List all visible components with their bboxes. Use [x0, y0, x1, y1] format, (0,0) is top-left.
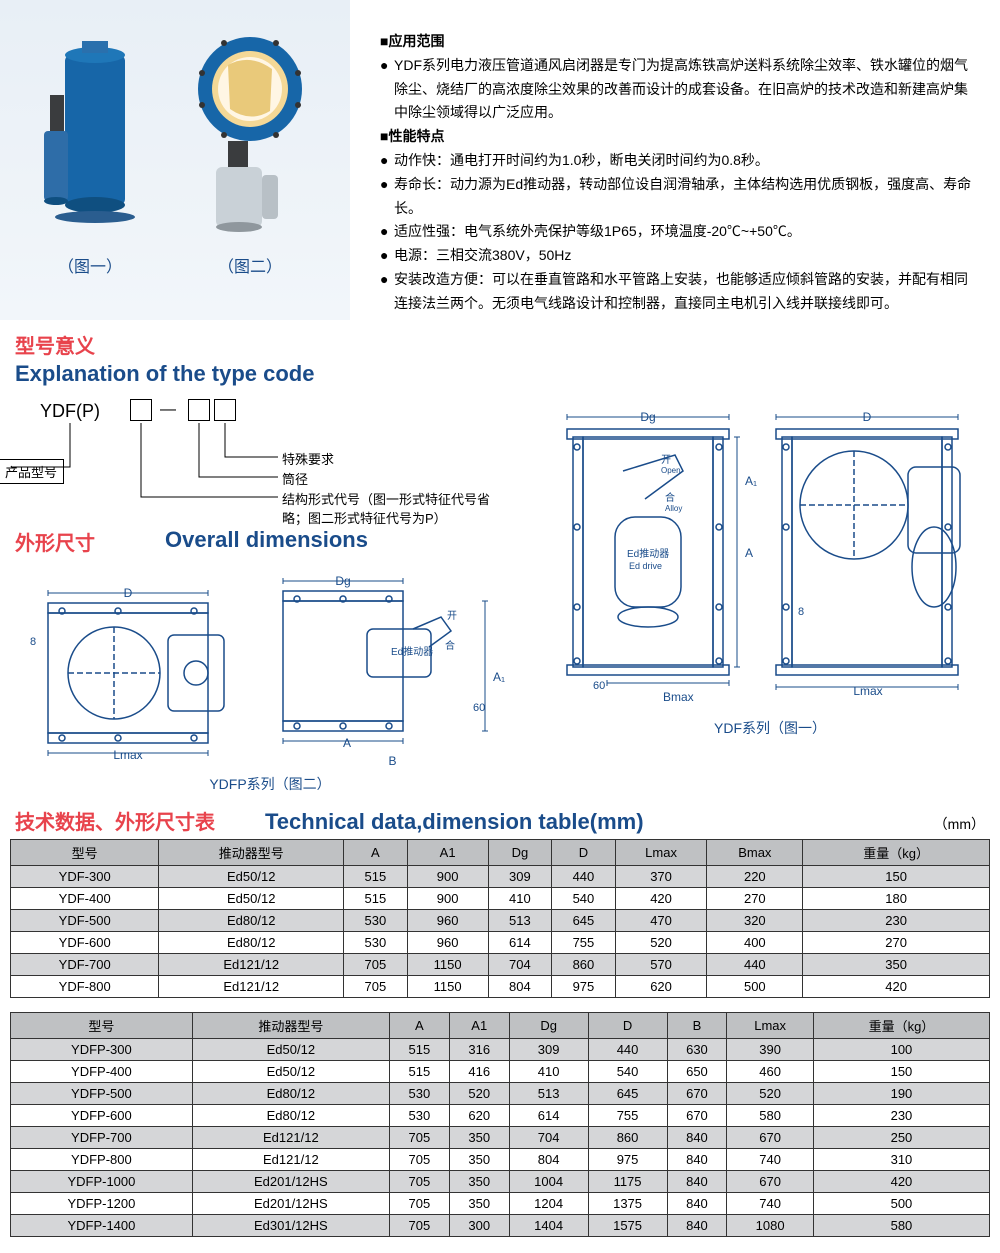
col-h_A: A	[344, 839, 408, 865]
col-h_model: 型号	[11, 1012, 193, 1038]
col-h_D: D	[552, 839, 616, 865]
product-photo-2	[180, 25, 320, 245]
table-row: YDFP-1400Ed301/12HS705300140415758401080…	[11, 1214, 990, 1236]
table-row: YDFP-1000Ed201/12HS705350100411758406704…	[11, 1170, 990, 1192]
tc-label-special: 特殊要求	[282, 449, 334, 468]
col-h_Lmax: Lmax	[727, 1012, 814, 1038]
col-h_Lmax: Lmax	[615, 839, 707, 865]
svg-text:Ed推动器: Ed推动器	[627, 547, 669, 560]
table-row: YDFP-700Ed121/12705350704860840670250	[11, 1126, 990, 1148]
col-h_Dg: Dg	[488, 839, 552, 865]
svg-text:A₁: A₁	[493, 670, 505, 684]
desc-heading-scope: ■应用范围	[380, 30, 980, 54]
typecode-title-en: Explanation of the type code	[15, 361, 1000, 387]
desc-scope-text: YDF系列电力液压管道通风启闭器是专门为提高炼铁高炉送料系统除尘效率、铁水罐位的…	[380, 54, 980, 125]
svg-text:60: 60	[593, 680, 605, 692]
svg-text:Ed drive: Ed drive	[629, 561, 662, 571]
col-h_D: D	[588, 1012, 667, 1038]
ydfp-side-svg: Dg Ed推动器 开 合 A₁ 60 A	[263, 571, 523, 751]
svg-text:A: A	[745, 546, 753, 560]
table-unit: （mm）	[934, 814, 985, 834]
photo-fig1: （图一）	[30, 25, 150, 277]
svg-text:Ed推动器: Ed推动器	[391, 645, 433, 658]
typecode-title-cn: 型号意义	[15, 330, 1000, 359]
table-row: YDF-800Ed121/127051150804975620500420	[11, 975, 990, 997]
desc-feat-2: 寿命长：动力源为Ed推动器，转动部位设自润滑轴承，主体结构选用优质钢板，强度高、…	[380, 173, 980, 221]
table-row: YDFP-1200Ed201/12HS705350120413758407405…	[11, 1192, 990, 1214]
svg-text:8: 8	[30, 636, 36, 648]
svg-text:8: 8	[798, 606, 804, 618]
svg-text:Bmax: Bmax	[663, 690, 694, 704]
product-photo-panel: （图一） （图二）	[0, 0, 350, 320]
col-h_wt: 重量（kg）	[803, 839, 990, 865]
svg-text:合: 合	[445, 639, 455, 652]
col-h_Bmax: Bmax	[707, 839, 803, 865]
diagram-ydfp-left: D 8 Lmax	[18, 583, 248, 768]
table-row: YDFP-800Ed121/12705350804975840740310	[11, 1148, 990, 1170]
ydfp-front-svg: D 8 Lmax	[18, 583, 248, 763]
table-row: YDF-400Ed50/12515900410540420270180	[11, 887, 990, 909]
diagram-ydfp-caption: YDFP系列（图二）	[0, 774, 540, 794]
diagram-ydf-caption: YDF系列（图一）	[540, 718, 1000, 738]
product-photo-1	[30, 25, 150, 245]
tc-label-struct: 结构形式代号（图一形式特征代号省略；图二形式特征代号为P）	[282, 489, 512, 527]
col-h_Dg: Dg	[509, 1012, 588, 1038]
dims-title-cn: 外形尺寸	[15, 527, 95, 556]
description-text: ■应用范围 YDF系列电力液压管道通风启闭器是专门为提高炼铁高炉送料系统除尘效率…	[350, 0, 1000, 326]
table-title-cn: 技术数据、外形尺寸表	[15, 806, 215, 835]
table-row: YDFP-300Ed50/12515316309440630390100	[11, 1038, 990, 1060]
top-section: （图一） （图二）	[0, 0, 1000, 326]
desc-feat-3: 适应性强：电气系统外壳保护等级1P65，环境温度-20℃~+50℃。	[380, 220, 980, 244]
col-h_A: A	[389, 1012, 449, 1038]
tc-label-product: 产品型号	[0, 459, 64, 484]
desc-feat-5: 安装改造方便：可以在垂直管路和水平管路上安装，也能够适应倾斜管路的安装，并配有相…	[380, 268, 980, 316]
table-row: YDFP-600Ed80/12530620614755670580230	[11, 1104, 990, 1126]
tc-label-diam: 筒径	[282, 469, 308, 488]
col-h_A1: A1	[407, 839, 488, 865]
table-row: YDF-300Ed50/12515900309440370220150	[11, 865, 990, 887]
col-h_model: 型号	[11, 839, 159, 865]
fig1-label: （图一）	[58, 253, 122, 277]
fig2-label: （图二）	[218, 253, 282, 277]
table-row: YDF-600Ed80/12530960614755520400270	[11, 931, 990, 953]
table-row: YDF-500Ed80/12530960513645470320230	[11, 909, 990, 931]
ydfp-table: 型号推动器型号AA1DgDBLmax重量（kg） YDFP-300Ed50/12…	[10, 1012, 990, 1237]
svg-text:Lmax: Lmax	[853, 684, 882, 698]
col-h_wt: 重量（kg）	[813, 1012, 989, 1038]
svg-text:开: 开	[447, 611, 457, 622]
col-h_drive: 推动器型号	[159, 839, 344, 865]
typecode-diagram: YDF(P) — 产品型号 特殊要求 筒径 结构形式代号（图一形式特征代号省略；…	[0, 397, 1000, 527]
svg-text:60: 60	[473, 702, 485, 714]
svg-text:A: A	[342, 736, 350, 750]
table-row: YDFP-500Ed80/12530520513645670520190	[11, 1082, 990, 1104]
svg-text:Lmax: Lmax	[113, 748, 142, 762]
col-h_drive: 推动器型号	[192, 1012, 389, 1038]
desc-feat-1: 动作快：通电打开时间约为1.0秒，断电关闭时间约为0.8秒。	[380, 149, 980, 173]
photo-fig2: （图二）	[180, 25, 320, 277]
ydf-table: 型号推动器型号AA1DgDLmaxBmax重量（kg） YDF-300Ed50/…	[10, 839, 990, 998]
desc-feat-4: 电源：三相交流380V，50Hz	[380, 244, 980, 268]
table-row: YDF-700Ed121/127051150704860570440350	[11, 953, 990, 975]
col-h_A1: A1	[449, 1012, 509, 1038]
diagram-ydfp-right: Dg Ed推动器 开 合 A₁ 60 A B	[263, 571, 523, 768]
col-h_B: B	[667, 1012, 727, 1038]
desc-heading-features: ■性能特点	[380, 125, 980, 149]
table-row: YDFP-400Ed50/12515416410540650460150	[11, 1060, 990, 1082]
table-title-en: Technical data,dimension table(mm)	[265, 809, 644, 835]
dims-title-en: Overall dimensions	[165, 527, 368, 553]
